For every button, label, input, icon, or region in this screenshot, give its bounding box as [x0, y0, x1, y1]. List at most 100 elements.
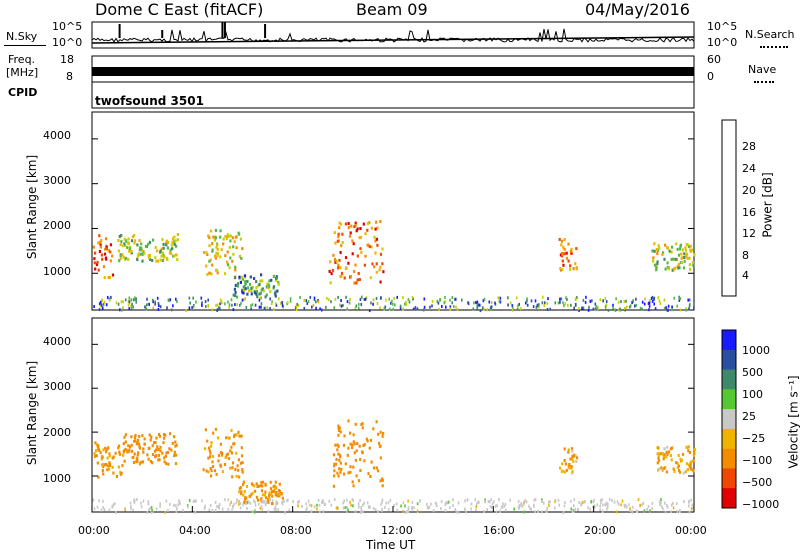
power-cell [359, 247, 362, 251]
velocity-cell [233, 435, 236, 438]
power-cell [678, 247, 682, 251]
power-ground-cell [392, 302, 394, 306]
power-ground-cell [449, 298, 451, 302]
velocity-ground-cell [562, 511, 565, 515]
power-cell [357, 272, 360, 275]
vel-cbar-tick-500: 500 [742, 366, 763, 379]
velocity-ground-cell [112, 503, 115, 507]
power-cell [139, 252, 142, 256]
velocity-ground-cell [601, 509, 604, 513]
velocity-ground-cell [464, 499, 466, 503]
power-ground-cell [477, 303, 480, 307]
power-ground-cell [647, 302, 650, 305]
velocity-cell [661, 468, 664, 472]
velocity-cell [130, 435, 133, 439]
velocity-ground-cell [670, 510, 672, 514]
velocity-cell [347, 471, 350, 475]
power-ground-cell [445, 305, 447, 309]
power-cell [334, 241, 337, 245]
velocity-cell [210, 441, 213, 445]
power-ground-cell [185, 309, 187, 312]
velocity-cell [563, 470, 567, 474]
power-ground-cell [476, 306, 478, 310]
velocity-ground-cell [491, 505, 493, 509]
power-ground-cell [303, 298, 306, 302]
power-ground-cell [135, 300, 137, 304]
xaxis-label: Time UT [366, 538, 416, 552]
velocity-ground-cell [672, 501, 674, 505]
velocity-ground-cell [557, 498, 560, 502]
velocity-cell [153, 441, 156, 445]
velocity-cell [361, 426, 364, 430]
velocity-ground-cell [549, 500, 551, 504]
velocity-cell [255, 482, 258, 486]
power-ground-cell [271, 300, 273, 304]
power-cell [105, 257, 108, 261]
power-ground-cell [499, 300, 502, 304]
velocity-cell [692, 459, 695, 463]
velocity-ground-cell [533, 498, 536, 502]
velocity-cell [105, 450, 108, 454]
velocity-cell [238, 475, 241, 479]
power-cell [329, 281, 332, 285]
power-cell [241, 290, 244, 294]
power-ground-cell [679, 308, 682, 312]
velocity-cell [237, 458, 240, 462]
power-cell [233, 287, 236, 291]
power-cell [247, 286, 250, 290]
power-cell [220, 248, 223, 252]
velocity-ground-cell [132, 508, 134, 512]
velocity-ground-cell [130, 505, 132, 509]
velocity-cell [367, 472, 370, 476]
velocity-cell [101, 455, 104, 459]
power-cell [99, 243, 102, 247]
power-cell [228, 266, 231, 270]
velocity-ground-cell [521, 504, 523, 508]
power-ground-cell [582, 298, 585, 302]
velocity-cell [357, 479, 361, 483]
power-cell [211, 248, 214, 252]
velocity-ground-cell [475, 505, 477, 509]
power-cell [117, 249, 120, 253]
power-cell [242, 291, 245, 295]
power-cell [338, 258, 341, 262]
power-ground-cell [543, 304, 546, 308]
power-cell [353, 281, 356, 285]
velocity-ground-cell [227, 507, 230, 511]
power-ground-cell [145, 303, 148, 307]
power-region-0 [92, 234, 115, 280]
velocity-cell [372, 427, 375, 431]
power-cell [359, 227, 362, 230]
power-ground-cell [216, 308, 219, 312]
velocity-ground-cell [346, 498, 348, 502]
power-ground-cell [534, 299, 537, 303]
power-cell [246, 292, 249, 296]
power-cell [334, 260, 337, 264]
power-cell [265, 293, 268, 297]
power-ground-cell [473, 301, 475, 305]
power-cbar-tick-20: 20 [742, 184, 756, 197]
power-ground-cell [584, 300, 587, 304]
power-cell [379, 280, 382, 284]
velocity-cell [208, 449, 211, 453]
velocity-cell [108, 461, 111, 465]
velocity-ground-cell [454, 508, 456, 512]
power-ground-cell [456, 308, 459, 312]
power-cell [172, 237, 175, 241]
power-ground-cell [654, 307, 657, 311]
velocity-ground-cell [477, 500, 479, 504]
power-cell [356, 227, 359, 231]
velocity-cell [164, 433, 167, 437]
nsky-label: N.Sky [6, 30, 38, 43]
velocity-ground-cell [411, 506, 413, 510]
velocity-ground-cell [404, 504, 406, 508]
power-cell [250, 289, 253, 293]
power-cbar-tick-8: 8 [742, 249, 749, 262]
power-cell [676, 247, 679, 251]
velocity-ground-cell [502, 502, 504, 506]
velocity-ground-cell [587, 506, 589, 510]
power-ground-cell [101, 306, 104, 310]
power-ground-cell [657, 296, 660, 300]
power-cell [234, 265, 237, 269]
velocity-ground-cell [216, 505, 218, 509]
